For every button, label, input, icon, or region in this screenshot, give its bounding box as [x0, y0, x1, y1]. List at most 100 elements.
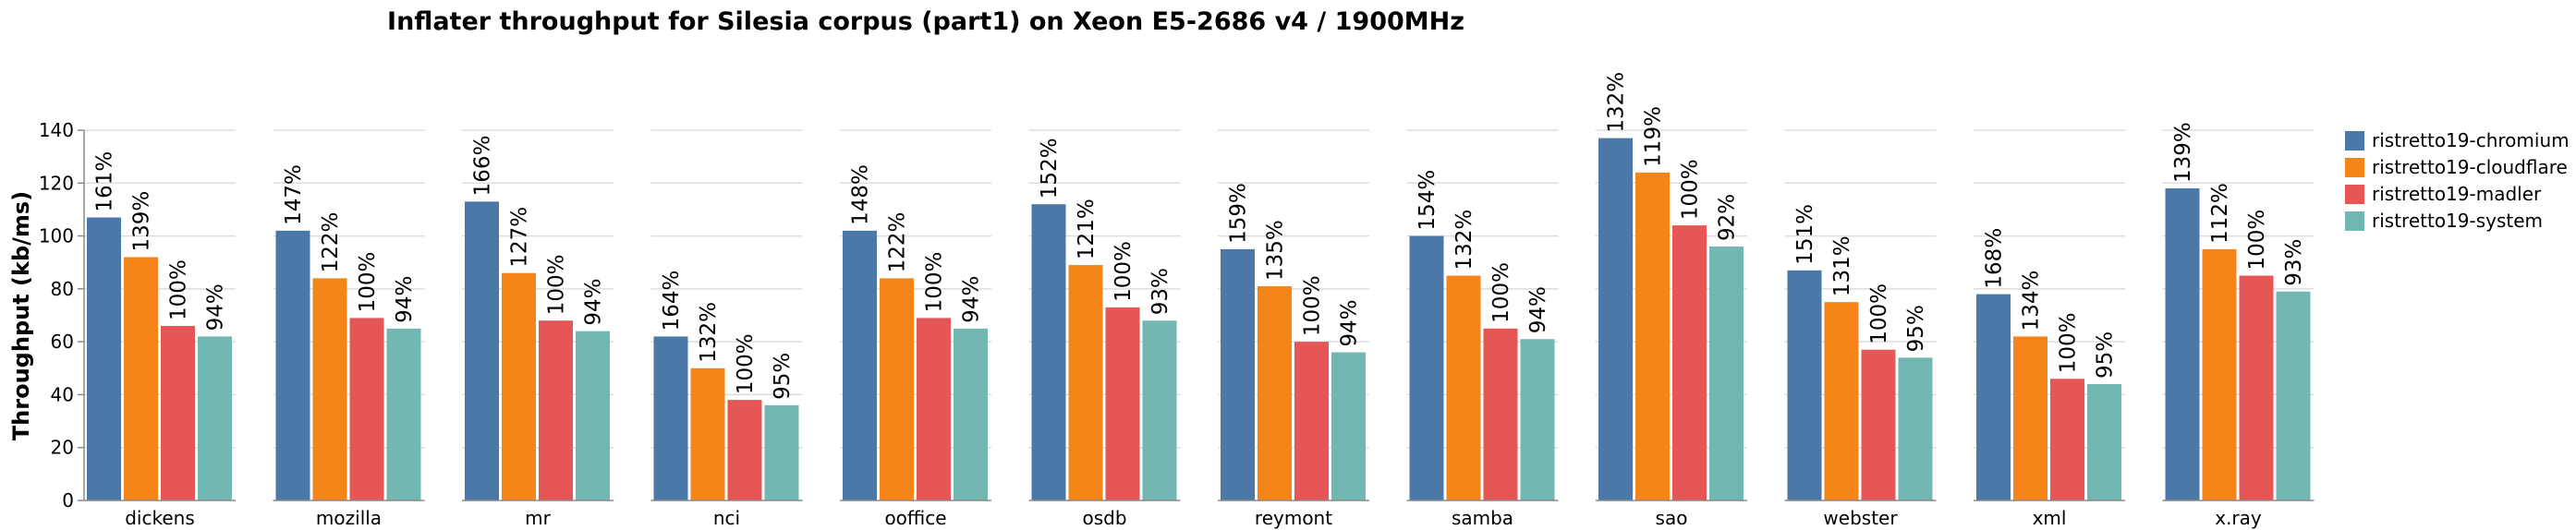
panel-mr: 166% 127% 100% 94% mr: [462, 129, 614, 529]
data-label: 94%: [960, 276, 984, 323]
data-label: 100%: [2245, 210, 2269, 271]
data-label: 94%: [1526, 286, 1550, 333]
panel-sao: 132% 119% 100% 92% sao: [1596, 72, 1747, 529]
panel-samba: 154% 132% 100% 94% samba: [1406, 129, 1559, 529]
bar-ooffice-ristretto19-madler: [917, 318, 951, 500]
bar-mozilla-ristretto19-chromium: [275, 230, 310, 501]
y-tick-label: 80: [51, 278, 74, 300]
data-label: 100%: [545, 254, 569, 315]
bar-webster-ristretto19-cloudflare: [1824, 302, 1859, 500]
data-label: 100%: [734, 333, 758, 394]
category-label: x.ray: [2215, 507, 2262, 529]
bar-xml-ristretto19-madler: [2050, 379, 2084, 500]
legend-swatch: [2345, 211, 2364, 231]
bar-mr-ristretto19-cloudflare: [502, 272, 536, 500]
y-tick-label: 100: [39, 225, 74, 247]
data-label: 152%: [1038, 138, 1062, 199]
data-label: 131%: [1830, 235, 1854, 296]
y-tick-label: 120: [39, 172, 74, 194]
bar-sao-ristretto19-cloudflare: [1635, 172, 1670, 501]
bar-samba-ristretto19-system: [1520, 339, 1555, 500]
legend-item-ristretto19-system: ristretto19-system: [2345, 210, 2543, 232]
bar-dickens-ristretto19-chromium: [87, 217, 121, 500]
legend-swatch: [2345, 185, 2364, 204]
bar-reymont-ristretto19-cloudflare: [1258, 285, 1292, 500]
panel-ooffice: 148% 122% 100% 94% ooffice: [840, 129, 991, 529]
data-label: 127%: [508, 207, 532, 268]
bar-x.ray-ristretto19-chromium: [2165, 188, 2200, 500]
bar-ooffice-ristretto19-cloudflare: [880, 278, 914, 500]
data-label: 122%: [319, 212, 343, 273]
data-label: 100%: [923, 252, 947, 313]
y-tick-label: 140: [39, 119, 74, 141]
panel-nci: 164% 132% 100% 95% nci: [650, 129, 803, 529]
category-label: sao: [1656, 507, 1688, 529]
data-label: 161%: [93, 151, 117, 212]
bar-ooffice-ristretto19-system: [954, 328, 988, 500]
legend-label: ristretto19-system: [2372, 210, 2543, 232]
data-label: 100%: [1112, 241, 1136, 302]
y-tick-label: 60: [51, 331, 74, 353]
panel-osdb: 152% 121% 100% 93% osdb: [1028, 129, 1181, 529]
bar-nci-ristretto19-cloudflare: [690, 367, 725, 500]
bar-dickens-ristretto19-cloudflare: [124, 257, 158, 500]
bar-osdb-ristretto19-madler: [1105, 307, 1140, 500]
bar-osdb-ristretto19-cloudflare: [1068, 265, 1103, 500]
data-label: 159%: [1227, 183, 1251, 244]
chart-title: Inflater throughput for Silesia corpus (…: [387, 7, 1464, 36]
bar-x.ray-ristretto19-cloudflare: [2202, 248, 2237, 500]
data-label: 94%: [204, 283, 228, 331]
data-label: 154%: [1416, 170, 1440, 231]
panel-reymont: 159% 135% 100% 94% reymont: [1218, 129, 1369, 529]
category-label: mr: [525, 507, 551, 529]
data-label: 151%: [1793, 204, 1817, 265]
category-label: samba: [1452, 507, 1513, 529]
category-label: ooffice: [884, 507, 946, 529]
y-tick-label: 0: [62, 489, 74, 512]
category-label: nci: [713, 507, 740, 529]
bar-reymont-ristretto19-chromium: [1221, 248, 1255, 500]
data-label: 132%: [697, 302, 721, 363]
data-label: 94%: [393, 276, 417, 323]
legend-item-ristretto19-madler: ristretto19-madler: [2345, 183, 2542, 205]
category-label: xml: [2033, 507, 2067, 529]
bar-sao-ristretto19-chromium: [1598, 138, 1633, 501]
data-label: 147%: [282, 164, 306, 225]
y-tick-label: 40: [51, 383, 74, 405]
category-label: webster: [1823, 507, 1898, 529]
data-label: 95%: [2094, 331, 2118, 379]
data-label: 100%: [356, 252, 380, 313]
data-label: 139%: [2171, 122, 2195, 183]
bar-samba-ristretto19-madler: [1483, 328, 1518, 500]
bar-mozilla-ristretto19-system: [386, 328, 421, 500]
bar-nci-ristretto19-system: [764, 404, 799, 500]
bar-dickens-ristretto19-madler: [161, 325, 195, 500]
data-label: 112%: [2208, 183, 2232, 244]
legend: ristretto19-chromium ristretto19-cloudfla…: [2345, 129, 2570, 232]
panel-webster: 151% 131% 100% 95% webster: [1784, 129, 1937, 529]
bar-xml-ristretto19-system: [2087, 383, 2121, 500]
bar-mr-ristretto19-madler: [539, 320, 573, 500]
data-label: 148%: [849, 164, 873, 225]
bar-ooffice-ristretto19-chromium: [843, 230, 877, 501]
data-label: 166%: [471, 136, 495, 197]
bar-xml-ristretto19-chromium: [1976, 294, 2011, 500]
legend-swatch: [2345, 158, 2364, 177]
bar-mr-ristretto19-system: [576, 331, 610, 500]
legend-swatch: [2345, 131, 2364, 151]
data-label: 135%: [1264, 220, 1288, 281]
category-label: osdb: [1082, 507, 1126, 529]
data-label: 92%: [1716, 194, 1740, 241]
data-label: 168%: [1983, 228, 2007, 289]
panel-dickens: 161% 139% 100% 94% dickens 0 20 40 60 80 100 120 140: [39, 119, 236, 529]
bar-xml-ristretto19-cloudflare: [2013, 336, 2047, 500]
category-label: reymont: [1255, 507, 1332, 529]
bar-reymont-ristretto19-system: [1331, 352, 1366, 500]
data-label: 94%: [582, 279, 606, 326]
data-label: 119%: [1642, 106, 1666, 167]
data-label: 100%: [1489, 262, 1513, 323]
bar-reymont-ristretto19-madler: [1294, 342, 1329, 500]
category-label: dickens: [125, 507, 195, 529]
chart-panels: 161% 139% 100% 94% dickens 0 20 40 60 80 100 120 140…: [39, 72, 2315, 529]
